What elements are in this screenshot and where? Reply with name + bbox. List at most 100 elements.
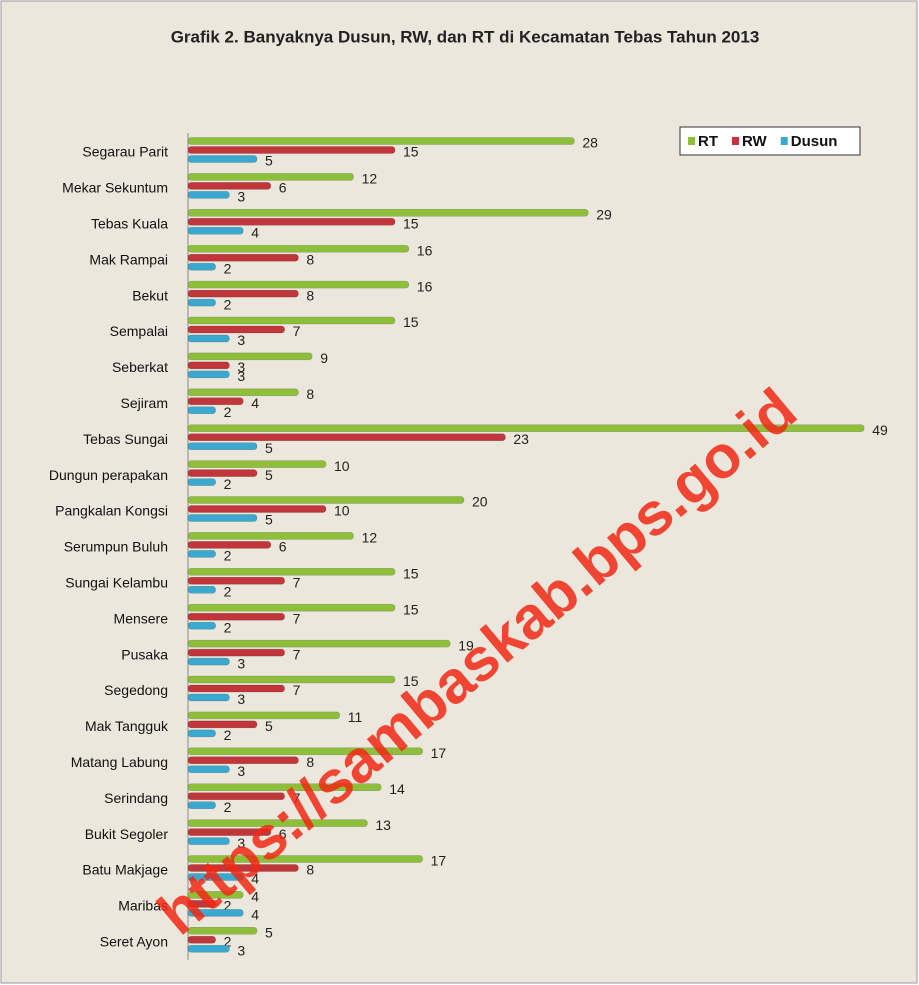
data-label: 4 — [251, 889, 259, 905]
data-label: 14 — [389, 781, 405, 797]
bar — [187, 173, 354, 181]
data-label: 11 — [348, 709, 363, 725]
y-tick-label: Mekar Sekuntum — [62, 180, 168, 196]
bar — [187, 155, 258, 163]
bar — [187, 936, 216, 944]
data-label: 10 — [334, 503, 350, 519]
legend-label: RW — [742, 133, 768, 150]
bar — [187, 388, 299, 397]
bar — [187, 756, 299, 765]
bar — [187, 603, 396, 612]
y-tick-label: Segarau Parit — [82, 144, 168, 160]
bar — [187, 819, 368, 827]
bar — [187, 442, 258, 450]
bar — [187, 334, 230, 343]
bar — [187, 478, 216, 486]
bar — [187, 837, 230, 845]
y-tick-label: Segedong — [104, 682, 168, 698]
data-label: 3 — [237, 763, 245, 779]
y-tick-label: Tebas Kuala — [91, 216, 168, 232]
bar — [187, 711, 341, 720]
bar — [187, 218, 396, 226]
bar — [187, 873, 244, 881]
bar — [187, 621, 216, 630]
data-label: 17 — [431, 745, 447, 761]
bar — [187, 496, 465, 504]
bar — [187, 729, 216, 738]
bar — [187, 541, 272, 549]
data-label: 7 — [293, 646, 301, 662]
y-tick-label: Seret Ayon — [100, 934, 168, 950]
bar — [187, 469, 258, 477]
bar — [187, 586, 216, 594]
bar — [187, 253, 299, 262]
legend-swatch — [780, 137, 788, 145]
data-label: 3 — [237, 691, 245, 707]
bar — [187, 460, 327, 468]
data-label: 23 — [513, 431, 529, 447]
data-label: 19 — [458, 637, 474, 653]
y-tick-label: Pangkalan Kongsi — [55, 503, 168, 519]
bar — [187, 316, 396, 325]
data-label: 2 — [224, 260, 232, 276]
chart-title: Grafik 2. Banyaknya Dusun, RW, dan RT di… — [171, 27, 760, 46]
y-tick-label: Serumpun Buluh — [64, 539, 168, 555]
bar — [187, 891, 244, 899]
bar — [187, 612, 285, 621]
data-label: 8 — [306, 251, 314, 267]
bar — [187, 505, 327, 513]
bar — [187, 191, 230, 199]
bar — [187, 864, 299, 872]
data-label: 16 — [417, 242, 433, 258]
y-tick-label: Batu Makjage — [82, 862, 168, 878]
data-label: 10 — [334, 458, 350, 474]
bar — [187, 648, 285, 657]
bar — [187, 684, 285, 693]
bar — [187, 325, 285, 334]
data-label: 3 — [237, 655, 245, 671]
bar — [187, 227, 244, 235]
data-label: 15 — [403, 314, 419, 330]
data-label: 15 — [403, 216, 419, 232]
data-label: 6 — [279, 539, 287, 555]
legend-label: Dusun — [791, 133, 838, 150]
data-label: 15 — [403, 144, 419, 160]
bar — [187, 433, 506, 441]
data-label: 3 — [237, 943, 245, 959]
data-label: 15 — [403, 601, 419, 617]
bar — [187, 397, 244, 406]
data-label: 16 — [417, 278, 433, 294]
y-tick-label: Maribas — [118, 898, 168, 914]
bar — [187, 209, 589, 217]
data-label: 2 — [224, 619, 232, 635]
legend-label: RT — [698, 133, 718, 150]
data-label: 2 — [224, 898, 232, 914]
bar — [187, 361, 230, 370]
bar — [187, 801, 216, 809]
bar — [187, 927, 258, 935]
y-tick-label: Mensere — [114, 610, 169, 626]
data-label: 5 — [265, 925, 273, 941]
bar — [187, 577, 285, 585]
data-label: 7 — [293, 323, 301, 339]
data-label: 5 — [265, 440, 273, 456]
data-label: 49 — [872, 422, 888, 438]
bar — [187, 792, 285, 800]
bar — [187, 693, 230, 702]
y-tick-label: Dungun perapakan — [49, 467, 168, 483]
data-label: 12 — [362, 530, 378, 546]
data-label: 2 — [224, 934, 232, 950]
data-label: 4 — [251, 395, 259, 411]
data-label: 2 — [224, 727, 232, 743]
bar — [187, 146, 396, 154]
bar — [187, 280, 410, 289]
data-label: 3 — [237, 835, 245, 851]
data-label: 5 — [265, 467, 273, 483]
data-label: 7 — [293, 682, 301, 698]
data-label: 3 — [237, 189, 245, 205]
bar — [187, 244, 410, 253]
y-tick-label: Seberkat — [112, 359, 168, 375]
data-label: 6 — [279, 826, 287, 842]
bar — [187, 855, 423, 863]
